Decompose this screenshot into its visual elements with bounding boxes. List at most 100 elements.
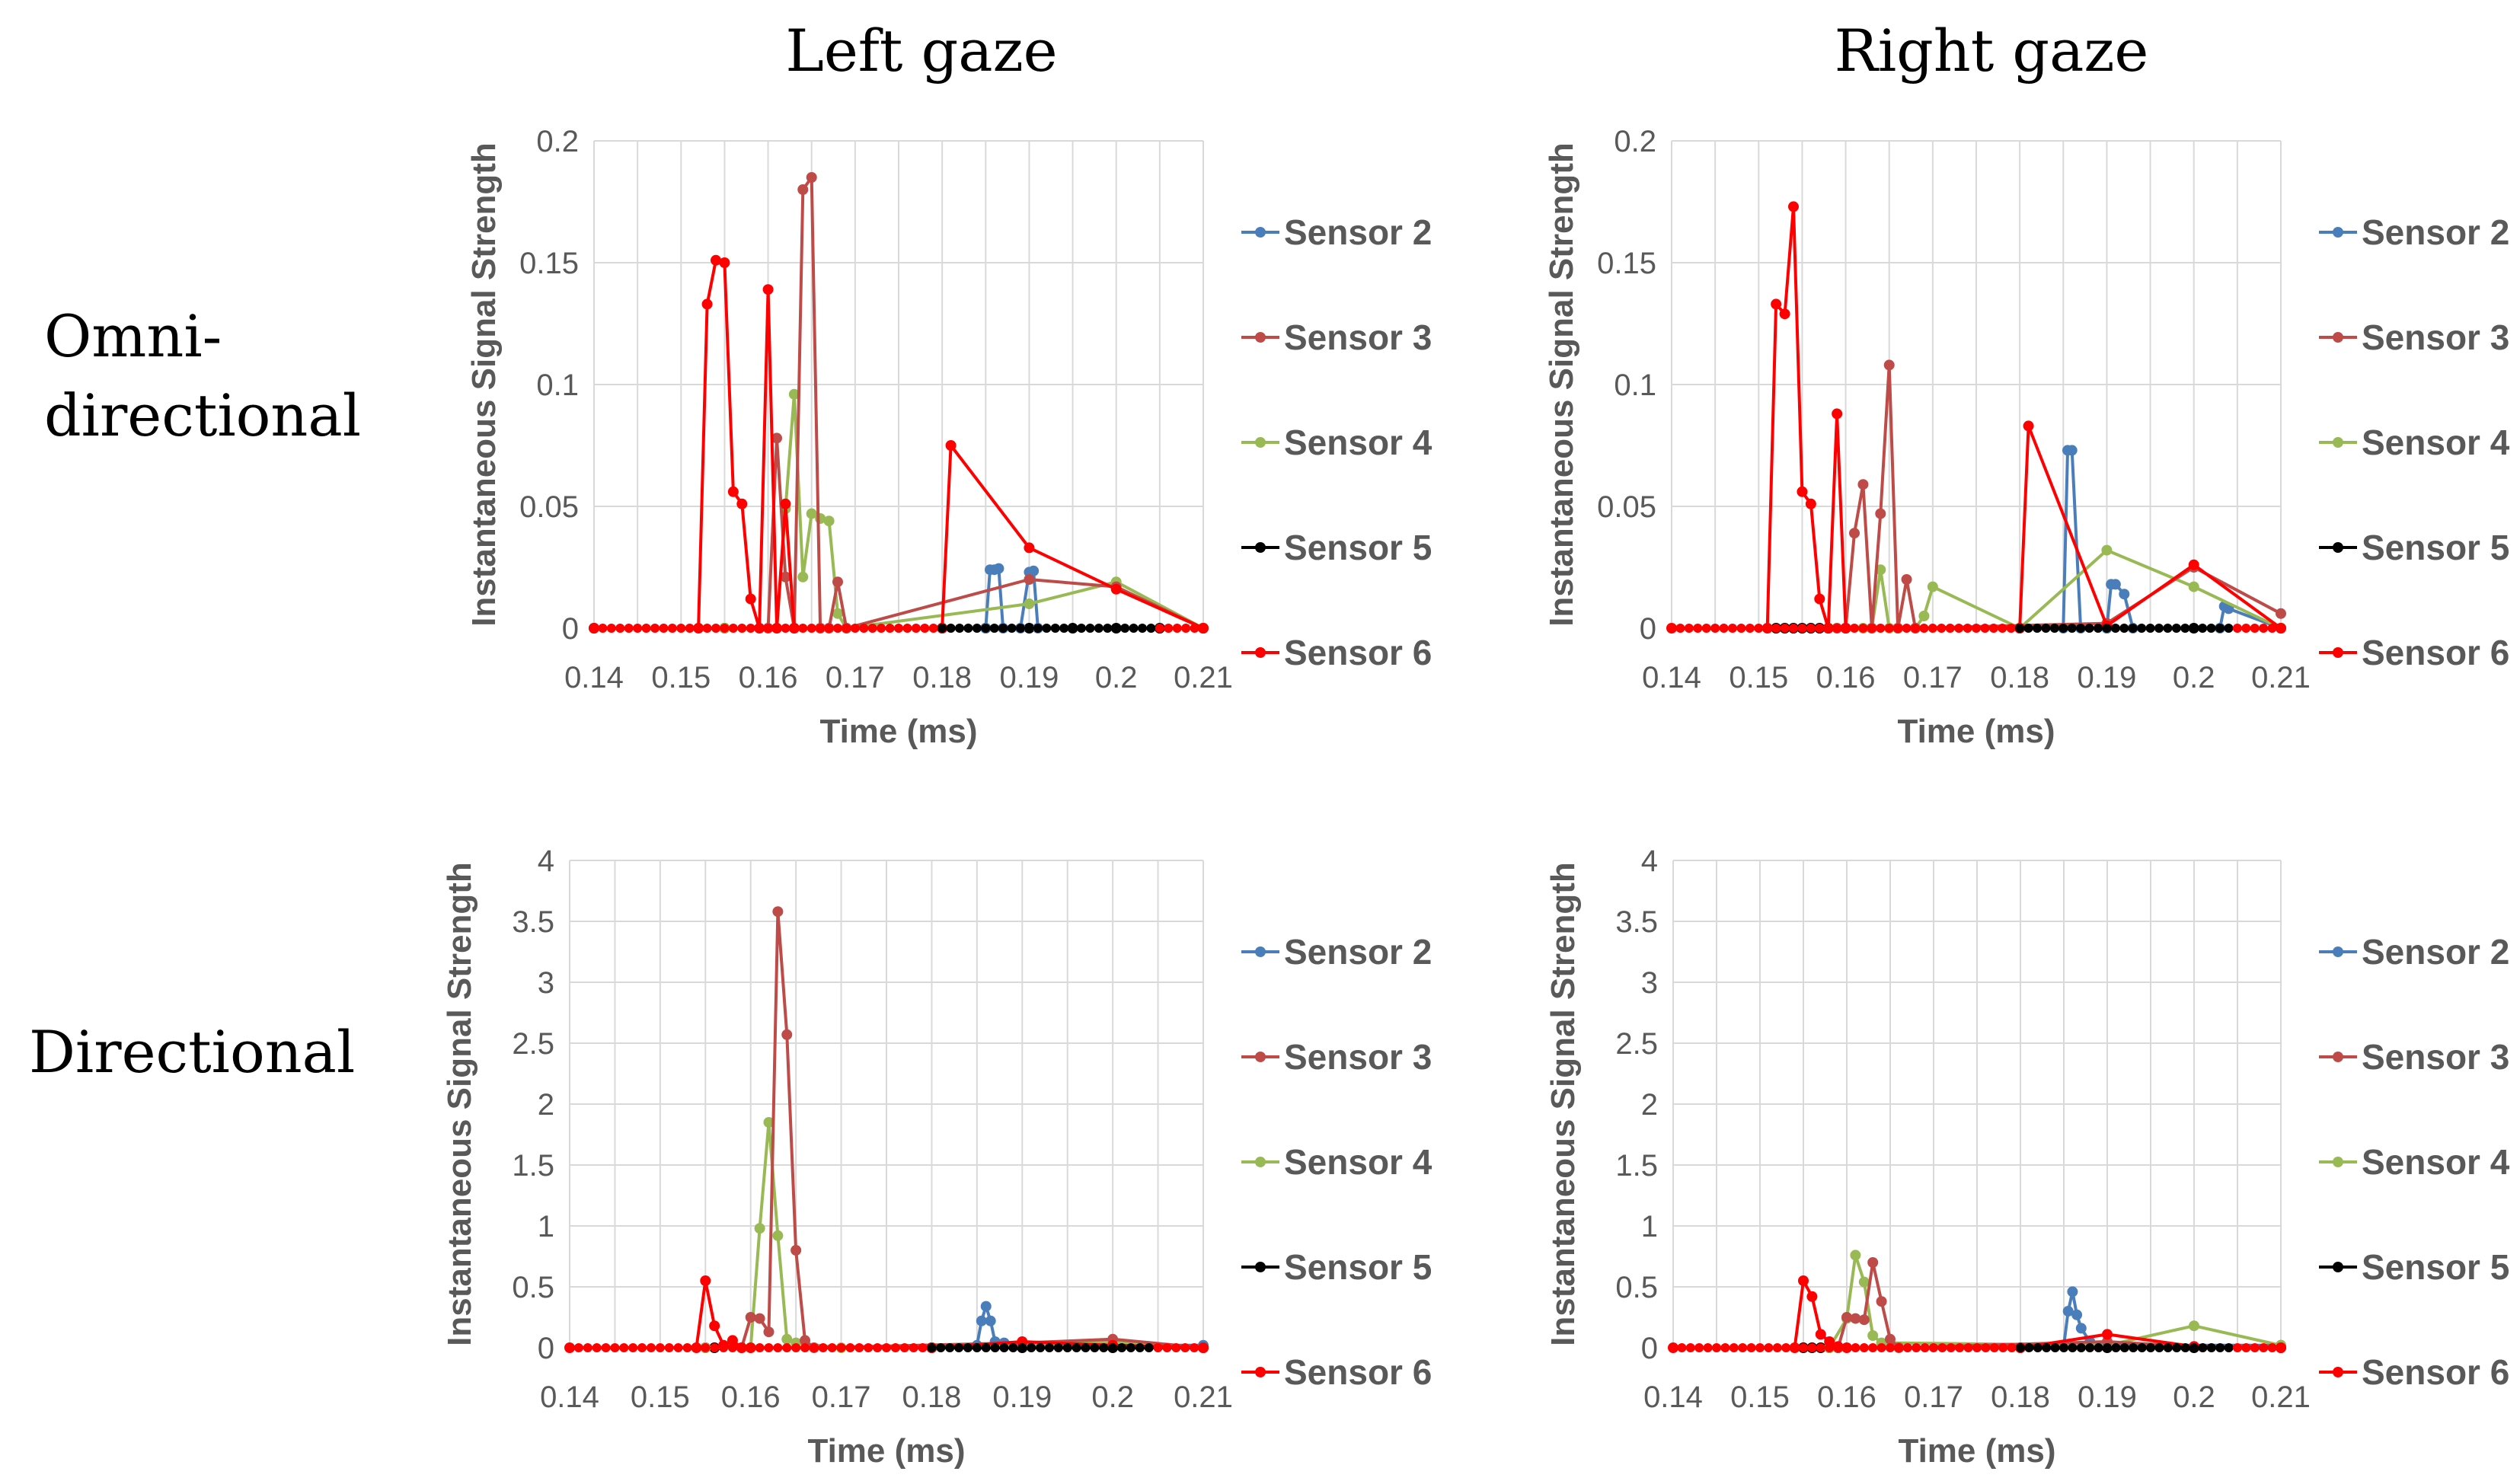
x-tick-label: 0.16 <box>739 661 798 694</box>
legend-marker-sensor-6 <box>1255 647 1266 658</box>
baseline-marker <box>1850 624 1859 633</box>
baseline-marker <box>798 624 808 633</box>
baseline-marker <box>927 1343 937 1352</box>
data-point-sensor-6 <box>2188 559 2199 570</box>
baseline-marker <box>1937 1343 1947 1352</box>
baseline-marker <box>728 624 738 633</box>
baseline-marker <box>1024 624 1034 633</box>
baseline-marker <box>928 624 938 633</box>
baseline-marker <box>655 1343 665 1352</box>
baseline-marker <box>1825 1343 1835 1352</box>
data-point-sensor-6 <box>1024 542 1035 554</box>
baseline-marker <box>1072 1343 1081 1352</box>
baseline-marker <box>1789 624 1798 633</box>
data-point-sensor-4 <box>2189 1320 2199 1332</box>
baseline-marker <box>589 624 599 633</box>
baseline-marker <box>2006 624 2016 633</box>
data-point-sensor-4 <box>832 608 843 619</box>
baseline-marker <box>1685 1343 1695 1352</box>
data-point-sensor-2 <box>980 1301 992 1312</box>
baseline-marker <box>1059 624 1069 633</box>
row-title-omni-line1: Omni- <box>44 302 222 370</box>
data-point-sensor-6 <box>709 1320 720 1332</box>
baseline-marker <box>1044 1343 1054 1352</box>
x-tick-label: 0.2 <box>1091 1380 1134 1414</box>
y-tick-label: 3.5 <box>1615 905 1658 939</box>
baseline-marker <box>1980 624 1990 633</box>
baseline-marker <box>746 624 755 633</box>
series-sensor-3 <box>736 906 1209 1353</box>
baseline-marker <box>1677 1343 1687 1352</box>
baseline-marker <box>2189 1343 2199 1352</box>
data-point-sensor-2 <box>1028 565 1040 576</box>
data-point-sensor-4 <box>806 508 817 519</box>
baseline-marker <box>791 1343 801 1352</box>
baseline-marker <box>1902 624 1912 633</box>
y-tick-label: 1 <box>538 1210 554 1243</box>
baseline-marker <box>2041 624 2051 633</box>
baseline-marker <box>899 1343 909 1352</box>
baseline-marker <box>1155 624 1164 633</box>
baseline-marker <box>1884 624 1894 633</box>
y-tick-label: 3 <box>1641 966 1658 1000</box>
data-point-sensor-3 <box>1885 1333 1896 1345</box>
baseline-marker <box>1762 624 1772 633</box>
x-tick-label: 0.18 <box>902 1380 961 1414</box>
data-point-sensor-3 <box>800 1335 811 1346</box>
baseline-marker <box>2154 624 2164 633</box>
baseline-marker <box>1016 624 1025 633</box>
baseline-marker <box>1720 1343 1730 1352</box>
baseline-marker <box>1842 1343 1851 1352</box>
baseline-marker <box>2033 624 2042 633</box>
baseline-marker <box>1108 1343 1118 1352</box>
baseline-marker <box>2250 624 2260 633</box>
legend-label-sensor-2: Sensor 2 <box>2362 212 2509 252</box>
data-point-sensor-2 <box>993 563 1004 574</box>
baseline-marker <box>1876 1343 1886 1352</box>
x-tick-label: 0.15 <box>651 661 711 694</box>
baseline-marker <box>2215 1343 2225 1352</box>
baseline-marker <box>1972 624 1981 633</box>
baseline-marker <box>606 624 616 633</box>
baseline-marker <box>1008 1343 1018 1352</box>
data-point-sensor-2 <box>2110 579 2121 590</box>
data-point-sensor-3 <box>781 1029 793 1040</box>
baseline-marker <box>1998 624 2007 633</box>
baseline-marker <box>963 1343 973 1352</box>
baseline-marker <box>827 1343 837 1352</box>
baseline-marker <box>1669 1343 1678 1352</box>
y-tick-label: 0 <box>538 1332 554 1365</box>
data-point-sensor-3 <box>1876 1296 1887 1307</box>
x-tick-label: 0.19 <box>992 1380 1052 1414</box>
gridlines <box>1672 860 2282 1349</box>
x-tick-label: 0.15 <box>1730 1380 1790 1414</box>
baseline-marker <box>746 1343 755 1352</box>
baseline-marker <box>1886 1343 1895 1352</box>
baseline-marker <box>911 624 921 633</box>
baseline-marker <box>1998 1343 2008 1352</box>
data-point-sensor-6 <box>701 298 713 310</box>
data-point-sensor-6 <box>2102 1329 2113 1340</box>
y-tick-label: 0.2 <box>536 125 579 158</box>
x-axis-label: Time (ms) <box>1898 1432 2055 1470</box>
x-axis-label: Time (ms) <box>819 713 977 750</box>
baseline-marker <box>2267 1343 2277 1352</box>
data-point-sensor-4 <box>2101 544 2113 556</box>
baseline-marker <box>1771 624 1781 633</box>
baseline-marker <box>1036 1343 1046 1352</box>
data-point-sensor-3 <box>1858 1314 1870 1326</box>
x-tick-label: 0.19 <box>2078 1380 2137 1414</box>
data-point-sensor-3 <box>790 1245 802 1256</box>
data-point-sensor-6 <box>1806 1291 1818 1302</box>
y-tick-label: 3 <box>538 966 554 1000</box>
baseline-marker <box>1719 624 1729 633</box>
baseline-marker <box>2076 624 2086 633</box>
baseline-marker <box>2206 624 2216 633</box>
data-point-sensor-6 <box>762 284 774 295</box>
data-point-sensor-3 <box>745 1312 756 1323</box>
y-tick-label: 4 <box>1641 844 1658 878</box>
y-tick-label: 3.5 <box>512 905 554 939</box>
data-point-sensor-3 <box>806 172 817 183</box>
legend-label-sensor-6: Sensor 6 <box>1284 1352 1432 1392</box>
baseline-marker <box>1728 624 1737 633</box>
